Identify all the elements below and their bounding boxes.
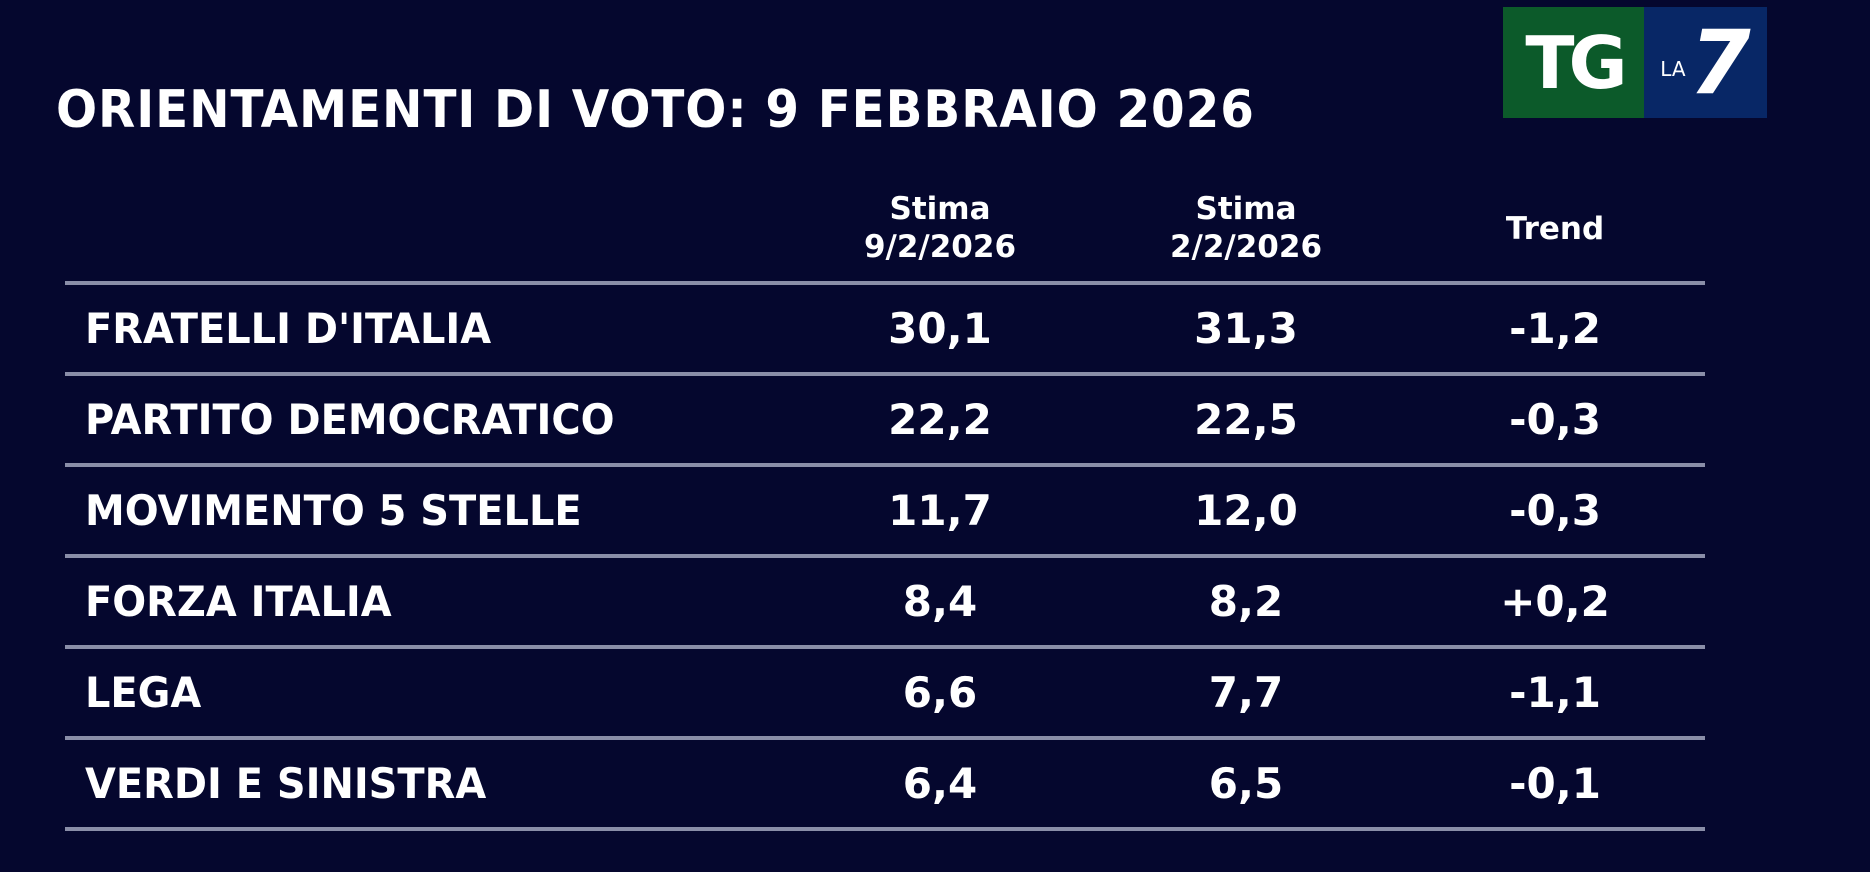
party-name: MOVIMENTO 5 STELLE bbox=[85, 486, 582, 535]
trend-value: -0,3 bbox=[1509, 395, 1601, 444]
logo-seven: 7 bbox=[1689, 10, 1751, 114]
logo-la7: LA 7 bbox=[1644, 7, 1767, 118]
previous-value: 22,5 bbox=[1194, 395, 1298, 444]
row-separator bbox=[65, 554, 1705, 558]
table-row: FRATELLI D'ITALIA 30,1 31,3 -1,2 bbox=[65, 285, 1705, 372]
logo-la-text: LA bbox=[1660, 56, 1686, 81]
row-separator bbox=[65, 827, 1705, 831]
previous-value: 12,0 bbox=[1194, 486, 1298, 535]
previous-value: 7,7 bbox=[1208, 668, 1284, 717]
row-separator bbox=[65, 736, 1705, 740]
table-row: PARTITO DEMOCRATICO 22,2 22,5 -0,3 bbox=[65, 376, 1705, 463]
header-label: Stima bbox=[889, 191, 991, 227]
trend-value: -1,2 bbox=[1509, 304, 1601, 353]
table-row: FORZA ITALIA 8,4 8,2 +0,2 bbox=[65, 558, 1705, 645]
party-name: LEGA bbox=[85, 668, 202, 717]
current-value: 30,1 bbox=[888, 304, 992, 353]
party-name: FRATELLI D'ITALIA bbox=[85, 304, 492, 353]
row-separator bbox=[65, 372, 1705, 376]
current-value: 22,2 bbox=[888, 395, 992, 444]
page-title: ORIENTAMENTI DI VOTO: 9 FEBBRAIO 2026 bbox=[56, 80, 1255, 140]
trend-value: -0,3 bbox=[1509, 486, 1601, 535]
current-value: 8,4 bbox=[902, 577, 978, 626]
trend-value: +0,2 bbox=[1500, 577, 1610, 626]
header-date: 2/2/2026 bbox=[1169, 229, 1323, 265]
row-separator bbox=[65, 463, 1705, 467]
current-value: 6,6 bbox=[902, 668, 978, 717]
current-value: 11,7 bbox=[888, 486, 992, 535]
party-name: PARTITO DEMOCRATICO bbox=[85, 395, 615, 444]
trend-value: -1,1 bbox=[1509, 668, 1601, 717]
column-header-previous: Stima 2/2/2026 bbox=[1146, 190, 1346, 266]
previous-value: 6,5 bbox=[1208, 759, 1284, 808]
party-name: FORZA ITALIA bbox=[85, 577, 392, 626]
tgla7-logo: TG LA 7 bbox=[1503, 7, 1767, 118]
previous-value: 31,3 bbox=[1194, 304, 1298, 353]
row-separator bbox=[65, 281, 1705, 285]
table-row: MOVIMENTO 5 STELLE 11,7 12,0 -0,3 bbox=[65, 467, 1705, 554]
column-header-current: Stima 9/2/2026 bbox=[840, 190, 1040, 266]
row-separator bbox=[65, 645, 1705, 649]
previous-value: 8,2 bbox=[1208, 577, 1284, 626]
party-name: VERDI E SINISTRA bbox=[85, 759, 487, 808]
column-header-trend: Trend bbox=[1455, 210, 1655, 248]
trend-value: -0,1 bbox=[1509, 759, 1601, 808]
table-row: VERDI E SINISTRA 6,4 6,5 -0,1 bbox=[65, 740, 1705, 827]
current-value: 6,4 bbox=[902, 759, 978, 808]
header-date: 9/2/2026 bbox=[863, 229, 1017, 265]
logo-tg: TG bbox=[1503, 7, 1644, 118]
header-label: Trend bbox=[1505, 211, 1605, 247]
table-row: LEGA 6,6 7,7 -1,1 bbox=[65, 649, 1705, 736]
header-label: Stima bbox=[1195, 191, 1297, 227]
